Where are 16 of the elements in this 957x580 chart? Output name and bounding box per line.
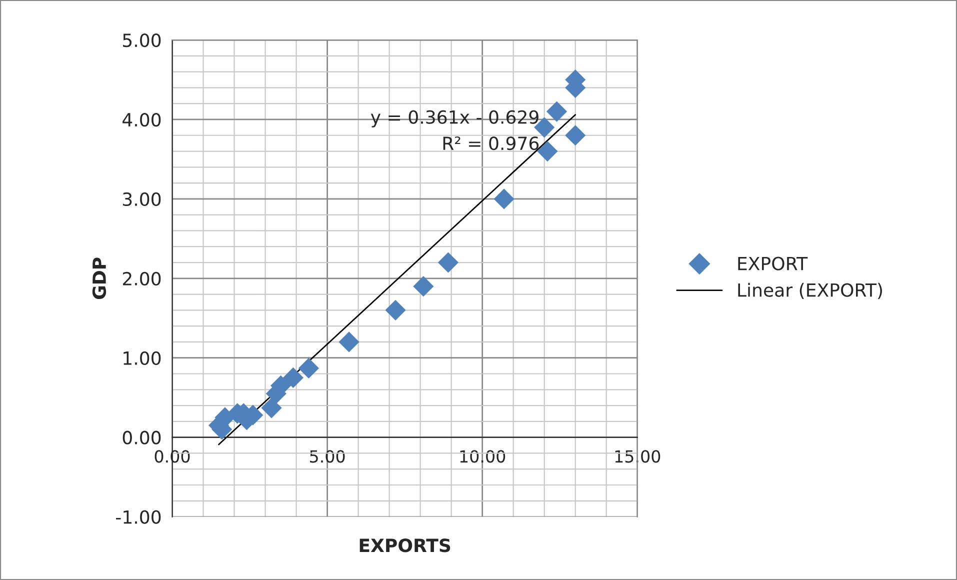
x-tick-label: 10.00 — [460, 450, 506, 463]
legend-label: EXPORT — [738, 256, 808, 270]
y-tick-label: 3.00 — [123, 192, 161, 206]
y-tick-label: 1.00 — [124, 351, 161, 365]
y-tick-label: 4.00 — [122, 112, 161, 127]
y-tick-label: 0.00 — [122, 430, 161, 444]
legend-label: Linear (EXPORT) — [738, 282, 882, 300]
y-tick-label: -1.00 — [116, 510, 161, 524]
y-tick-label: 2.00 — [122, 272, 161, 286]
y-tick-label: 5.00 — [123, 33, 161, 48]
annotation: y = 0.361x - 0.629 — [370, 110, 538, 128]
y-axis-title: GDP — [92, 258, 106, 300]
annotation: R² = 0.976 — [443, 136, 539, 150]
x-axis-title: EXPORTS — [360, 538, 450, 552]
x-tick-label: 5.00 — [310, 450, 345, 463]
x-tick-label: 15.00 — [615, 450, 660, 463]
